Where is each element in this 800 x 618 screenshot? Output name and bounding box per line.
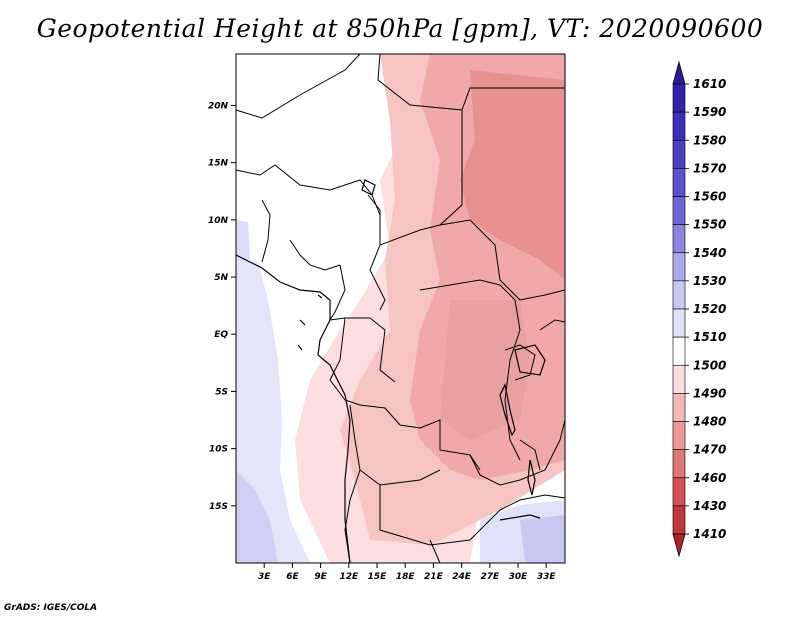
border-line <box>329 317 396 383</box>
colorbar-segment <box>672 139 686 169</box>
colorbar-segment <box>672 308 686 338</box>
lake-victoria <box>514 344 546 376</box>
colorbar-segment <box>672 83 686 113</box>
border-line <box>499 284 521 461</box>
colorbar-label: 1490 <box>693 386 726 400</box>
border-line <box>359 469 441 486</box>
lat-label: 5S <box>215 387 228 397</box>
colorbar-segment <box>672 505 686 535</box>
colorbar: 1610 1590 1580 1570 1560 1550 1540 1530 1520 1510… <box>672 60 726 558</box>
colorbar-bottom-triangle <box>672 533 686 558</box>
colorbar-segment <box>672 393 686 422</box>
lon-label: 30E <box>509 572 529 582</box>
lat-label: 5N <box>214 273 228 283</box>
colorbar-label: 1430 <box>693 499 726 513</box>
border-line <box>469 419 566 486</box>
lake-tanganyika <box>499 383 516 437</box>
border-line <box>329 264 346 321</box>
height-field <box>236 54 565 563</box>
colorbar-segment <box>672 449 686 479</box>
border-line <box>461 87 565 111</box>
colorbar-label: 1580 <box>693 133 726 147</box>
colorbar-segment <box>672 477 686 507</box>
colorbar-segment <box>672 421 686 450</box>
colorbar-label: 1590 <box>693 105 726 119</box>
colorbar-top-triangle <box>672 60 686 85</box>
border-line <box>539 319 566 331</box>
colorbar-label: 1500 <box>693 358 726 372</box>
colorbar-segment <box>672 252 686 282</box>
border-line <box>429 539 441 564</box>
longitude-axis: 3E 6E 9E 12E 15E 18E 21E 24E 27E 30E 33E <box>258 563 556 582</box>
field-region-1460b <box>440 300 530 440</box>
lat-label: 20N <box>208 101 229 111</box>
border-line <box>504 344 536 381</box>
border-line <box>379 485 501 546</box>
colorbar-label: 1480 <box>693 415 726 429</box>
lon-label: 33E <box>537 572 557 582</box>
lat-label: 10N <box>208 216 229 226</box>
latitude-axis: 20N 15N 10N 5N EQ 5S 10S 15S <box>208 101 236 512</box>
country-borders <box>235 53 566 564</box>
lake-kariba <box>499 514 541 521</box>
border-line <box>344 404 361 564</box>
colorbar-label: 1560 <box>693 190 726 204</box>
lon-label: 21E <box>424 572 444 582</box>
lon-label: 3E <box>258 572 271 582</box>
border-line <box>235 164 381 216</box>
lon-label: 27E <box>480 572 500 582</box>
field-region-1520-west <box>236 260 310 563</box>
colorbar-label: 1470 <box>693 443 726 457</box>
grads-credit: GrADS: IGES/COLA <box>4 603 98 613</box>
lon-label: 6E <box>286 572 299 582</box>
map-title: Geopotential Height at 850hPa [gpm], VT:… <box>36 14 764 43</box>
colorbar-label: 1570 <box>693 161 726 175</box>
colorbar-segment <box>672 224 686 254</box>
map-frame <box>235 53 566 564</box>
colorbar-label: 1410 <box>693 527 726 541</box>
colorbar-label: 1520 <box>693 302 726 316</box>
colorbar-segment <box>672 336 686 366</box>
border-line <box>235 53 361 119</box>
lat-label: EQ <box>214 330 228 340</box>
colorbar-label: 1510 <box>693 330 726 344</box>
colorbar-segment <box>672 168 686 197</box>
field-region-1530-se <box>520 515 565 563</box>
border-line <box>519 439 541 471</box>
colorbar-segment <box>672 280 686 310</box>
lake-malawi <box>527 459 536 496</box>
lat-label: 10S <box>209 445 228 455</box>
border-line <box>439 219 566 301</box>
border-line <box>261 199 271 263</box>
colorbar-segment <box>672 196 686 225</box>
lon-label: 15E <box>368 572 388 582</box>
colorbar-label: 1610 <box>693 77 726 91</box>
lake-chad <box>361 179 376 196</box>
colorbar-label: 1540 <box>693 246 726 260</box>
coastline-path <box>235 254 351 564</box>
border-line <box>499 494 566 511</box>
border-line <box>329 317 481 471</box>
colorbar-segment <box>672 111 686 141</box>
lon-label: 9E <box>314 572 327 582</box>
lat-label: 15S <box>209 502 228 512</box>
lat-label: 15N <box>208 159 229 169</box>
colorbar-label: 1460 <box>693 471 726 485</box>
lon-label: 18E <box>396 572 416 582</box>
colorbar-segment <box>672 364 686 394</box>
border-line <box>419 279 501 291</box>
coastline <box>235 179 546 564</box>
field-region-1460 <box>460 70 565 280</box>
colorbar-label: 1550 <box>693 218 726 232</box>
coast-islands <box>297 294 323 351</box>
colorbar-label: 1530 <box>693 274 726 288</box>
lon-label: 24E <box>452 572 472 582</box>
border-line <box>289 239 341 271</box>
lon-label: 12E <box>339 572 359 582</box>
border-line <box>367 194 381 245</box>
field-region-1520-nw <box>236 220 250 262</box>
field-region-1530-west <box>236 470 278 563</box>
